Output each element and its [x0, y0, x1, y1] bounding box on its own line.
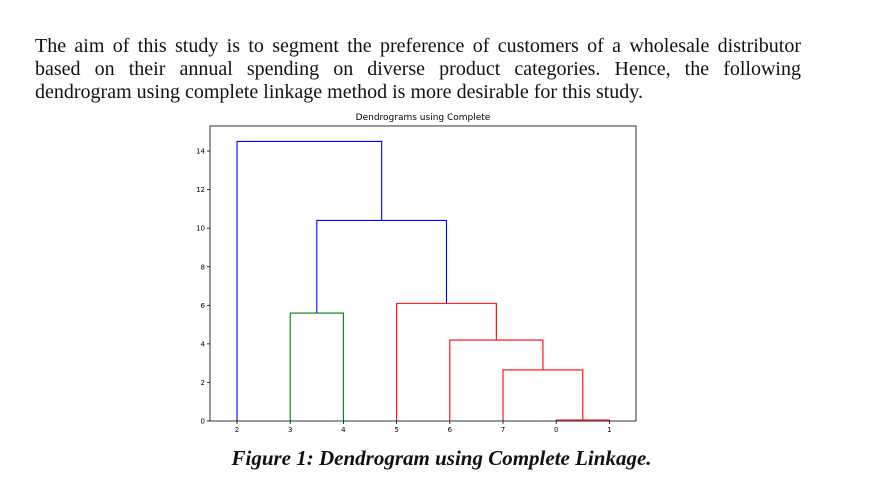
x-axis: 2 3 4 5 6 7 0 1 [235, 421, 612, 434]
leaf-label-0: 0 [554, 426, 558, 434]
y-tick-label: 4 [201, 340, 206, 348]
y-tick-label: 10 [196, 225, 205, 233]
y-tick-label: 8 [201, 263, 205, 271]
y-axis: 0 2 4 6 8 10 12 14 [196, 148, 210, 426]
leaf-label-1: 1 [607, 426, 611, 434]
leaf-label-3: 3 [288, 426, 292, 434]
leaf-label-2: 2 [235, 426, 239, 434]
y-tick-label: 2 [201, 379, 205, 387]
y-tick-label: 14 [196, 148, 205, 156]
dendrogram-links [236, 140, 610, 421]
link-4 [396, 302, 497, 421]
body-paragraph: The aim of this study is to segment the … [35, 35, 801, 103]
leaf-label-4: 4 [341, 426, 346, 434]
leaf-label-6: 6 [448, 426, 453, 434]
link-6 [316, 219, 448, 314]
link-3 [449, 339, 544, 421]
leaf-label-5: 5 [394, 426, 398, 434]
plot-frame [209, 125, 637, 422]
link-2 [502, 369, 584, 421]
link-5 [289, 312, 344, 421]
link-7 [236, 140, 383, 421]
chart-title: Dendrograms using Complete [356, 113, 491, 123]
y-tick-label: 6 [201, 302, 206, 310]
figure-caption: Figure 1: Dendrogram using Complete Link… [231, 446, 652, 470]
y-tick-label: 12 [196, 186, 205, 194]
y-tick-label: 0 [201, 418, 205, 426]
leaf-label-7: 7 [501, 426, 505, 434]
